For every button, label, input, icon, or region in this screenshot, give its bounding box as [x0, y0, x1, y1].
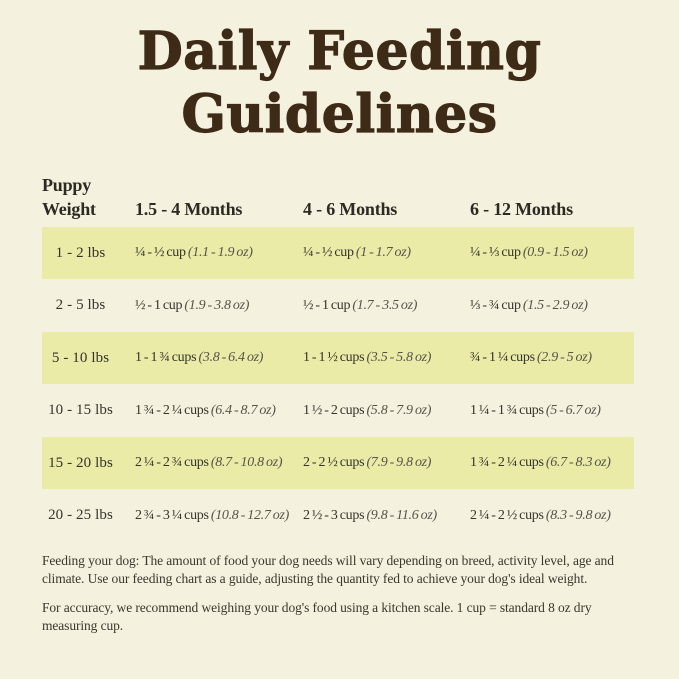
oz-range: (1.1 - 1.9 oz) — [187, 245, 253, 261]
table-row-10-15-lbs: 10 - 15 lbs 1 ¾ - 2 ¼ cups (6.4 - 8.7 oz… — [42, 384, 634, 437]
cups-amount: ¾ - 1 ¼ cups — [470, 350, 535, 366]
oz-range: (1 - 1.7 oz) — [355, 245, 411, 261]
feeding-cell-months-3: 1 ¼ - 1 ¾ cups (5 - 6.7 oz) — [470, 403, 634, 419]
oz-range: (1.9 - 3.8 oz) — [184, 297, 250, 313]
feeding-cell-months-3: ¼ - ⅓ cup (0.9 - 1.5 oz) — [470, 245, 634, 261]
feeding-table: 1 - 2 lbs ¼ - ½ cup (1.1 - 1.9 oz) ¼ - ½… — [42, 226, 634, 542]
oz-range: (8.7 - 10.8 oz) — [210, 455, 283, 471]
cups-amount: ½ - 1 cup — [303, 297, 351, 313]
page-title-line2: Guidelines — [181, 84, 498, 146]
feeding-cell-months-3: 1 ¾ - 2 ¼ cups (6.7 - 8.3 oz) — [470, 455, 634, 471]
column-header-puppy-weight-line2: Weight — [42, 198, 96, 219]
oz-range: (9.8 - 11.6 oz) — [366, 507, 437, 523]
oz-range: (6.7 - 8.3 oz) — [545, 455, 611, 471]
cups-amount: 2 ½ - 3 cups — [303, 507, 365, 523]
cups-amount: 1 ¾ - 2 ¼ cups — [135, 402, 209, 418]
feeding-cell-months-3: ¾ - 1 ¼ cups (2.9 - 5 oz) — [470, 350, 634, 366]
weight-cell: 2 - 5 lbs — [55, 297, 106, 314]
cups-amount: ¼ - ½ cup — [303, 245, 354, 261]
column-header-1-5-4-months: 1.5 - 4 Months — [135, 198, 243, 219]
cups-amount: 1 ¾ - 2 ¼ cups — [470, 455, 544, 471]
cups-amount: ½ - 1 cup — [135, 297, 183, 313]
feeding-cell-months-2: ¼ - ½ cup (1 - 1.7 oz) — [303, 245, 470, 261]
weight-cell: 1 - 2 lbs — [55, 244, 106, 261]
column-header-4-6-months: 4 - 6 Months — [303, 198, 398, 219]
weight-cell: 5 - 10 lbs — [51, 349, 110, 366]
oz-range: (0.9 - 1.5 oz) — [522, 245, 588, 261]
cups-amount: ¼ - ½ cup — [135, 245, 186, 261]
page-title-line1: Daily Feeding — [137, 20, 542, 82]
cups-amount: 1 - 1 ¾ cups — [135, 350, 197, 366]
cups-amount: 2 ¼ - 2 ½ cups — [470, 507, 544, 523]
oz-range: (6.4 - 8.7 oz) — [210, 402, 276, 418]
table-row-20-25-lbs: 20 - 25 lbs 2 ¾ - 3 ¼ cups (10.8 - 12.7 … — [42, 489, 634, 542]
table-header-row: Puppy Weight 1.5 - 4 Months 4 - 6 Months… — [42, 173, 634, 221]
oz-range: (1.5 - 2.9 oz) — [522, 297, 588, 313]
oz-range: (3.5 - 5.8 oz) — [366, 350, 432, 366]
oz-range: (7.9 - 9.8 oz) — [366, 455, 432, 471]
cups-amount: 1 ¼ - 1 ¾ cups — [470, 402, 544, 418]
page-title: Daily Feeding Guidelines — [0, 0, 679, 147]
table-row-5-10-lbs: 5 - 10 lbs 1 - 1 ¾ cups (3.8 - 6.4 oz) 1… — [42, 331, 634, 385]
feeding-cell-months-2: 1 - 1 ½ cups (3.5 - 5.8 oz) — [303, 350, 470, 366]
column-header-6-12-months: 6 - 12 Months — [470, 198, 573, 219]
cups-amount: ⅓ - ¾ cup — [470, 297, 521, 313]
cups-amount: 1 ½ - 2 cups — [303, 402, 365, 418]
weight-cell: 15 - 20 lbs — [48, 454, 113, 471]
feeding-cell-months-2: ½ - 1 cup (1.7 - 3.5 oz) — [303, 298, 470, 314]
feeding-cell-months-1: 2 ¼ - 2 ¾ cups (8.7 - 10.8 oz) — [135, 455, 303, 471]
column-header-puppy-weight-line1: Puppy — [42, 174, 92, 195]
cups-amount: 2 ¾ - 3 ¼ cups — [135, 507, 209, 523]
cups-amount: ¼ - ⅓ cup — [470, 245, 521, 261]
oz-range: (5.8 - 7.9 oz) — [366, 402, 432, 418]
feeding-cell-months-3: ⅓ - ¾ cup (1.5 - 2.9 oz) — [470, 298, 634, 314]
feeding-cell-months-2: 2 - 2 ½ cups (7.9 - 9.8 oz) — [303, 455, 470, 471]
feeding-cell-months-1: 2 ¾ - 3 ¼ cups (10.8 - 12.7 oz) — [135, 508, 303, 524]
footnotes: Feeding your dog: The amount of food you… — [42, 552, 641, 635]
oz-range: (10.8 - 12.7 oz) — [210, 507, 289, 523]
footnote-feeding-advice: Feeding your dog: The amount of food you… — [42, 552, 614, 587]
footnote-measuring-advice: For accuracy, we recommend weighing your… — [42, 599, 592, 633]
column-header-puppy-weight: Puppy Weight — [42, 173, 135, 221]
weight-cell: 10 - 15 lbs — [48, 402, 113, 419]
feeding-cell-months-1: 1 ¾ - 2 ¼ cups (6.4 - 8.7 oz) — [135, 403, 303, 419]
table-row-1-2-lbs: 1 - 2 lbs ¼ - ½ cup (1.1 - 1.9 oz) ¼ - ½… — [42, 226, 634, 280]
oz-range: (2.9 - 5 oz) — [536, 350, 592, 366]
feeding-cell-months-2: 1 ½ - 2 cups (5.8 - 7.9 oz) — [303, 403, 470, 419]
oz-range: (3.8 - 6.4 oz) — [198, 350, 264, 366]
feeding-cell-months-2: 2 ½ - 3 cups (9.8 - 11.6 oz) — [303, 508, 470, 524]
cups-amount: 2 ¼ - 2 ¾ cups — [135, 455, 209, 471]
feeding-cell-months-1: 1 - 1 ¾ cups (3.8 - 6.4 oz) — [135, 350, 303, 366]
table-row-2-5-lbs: 2 - 5 lbs ½ - 1 cup (1.9 - 3.8 oz) ½ - 1… — [42, 279, 634, 332]
cups-amount: 2 - 2 ½ cups — [303, 455, 365, 471]
cups-amount: 1 - 1 ½ cups — [303, 350, 365, 366]
oz-range: (1.7 - 3.5 oz) — [352, 297, 418, 313]
feeding-cell-months-1: ½ - 1 cup (1.9 - 3.8 oz) — [135, 298, 303, 314]
feeding-cell-months-3: 2 ¼ - 2 ½ cups (8.3 - 9.8 oz) — [470, 508, 634, 524]
weight-cell: 20 - 25 lbs — [48, 507, 113, 524]
feeding-cell-months-1: ¼ - ½ cup (1.1 - 1.9 oz) — [135, 245, 303, 261]
oz-range: (5 - 6.7 oz) — [545, 402, 601, 418]
table-row-15-20-lbs: 15 - 20 lbs 2 ¼ - 2 ¾ cups (8.7 - 10.8 o… — [42, 436, 634, 490]
oz-range: (8.3 - 9.8 oz) — [545, 507, 611, 523]
